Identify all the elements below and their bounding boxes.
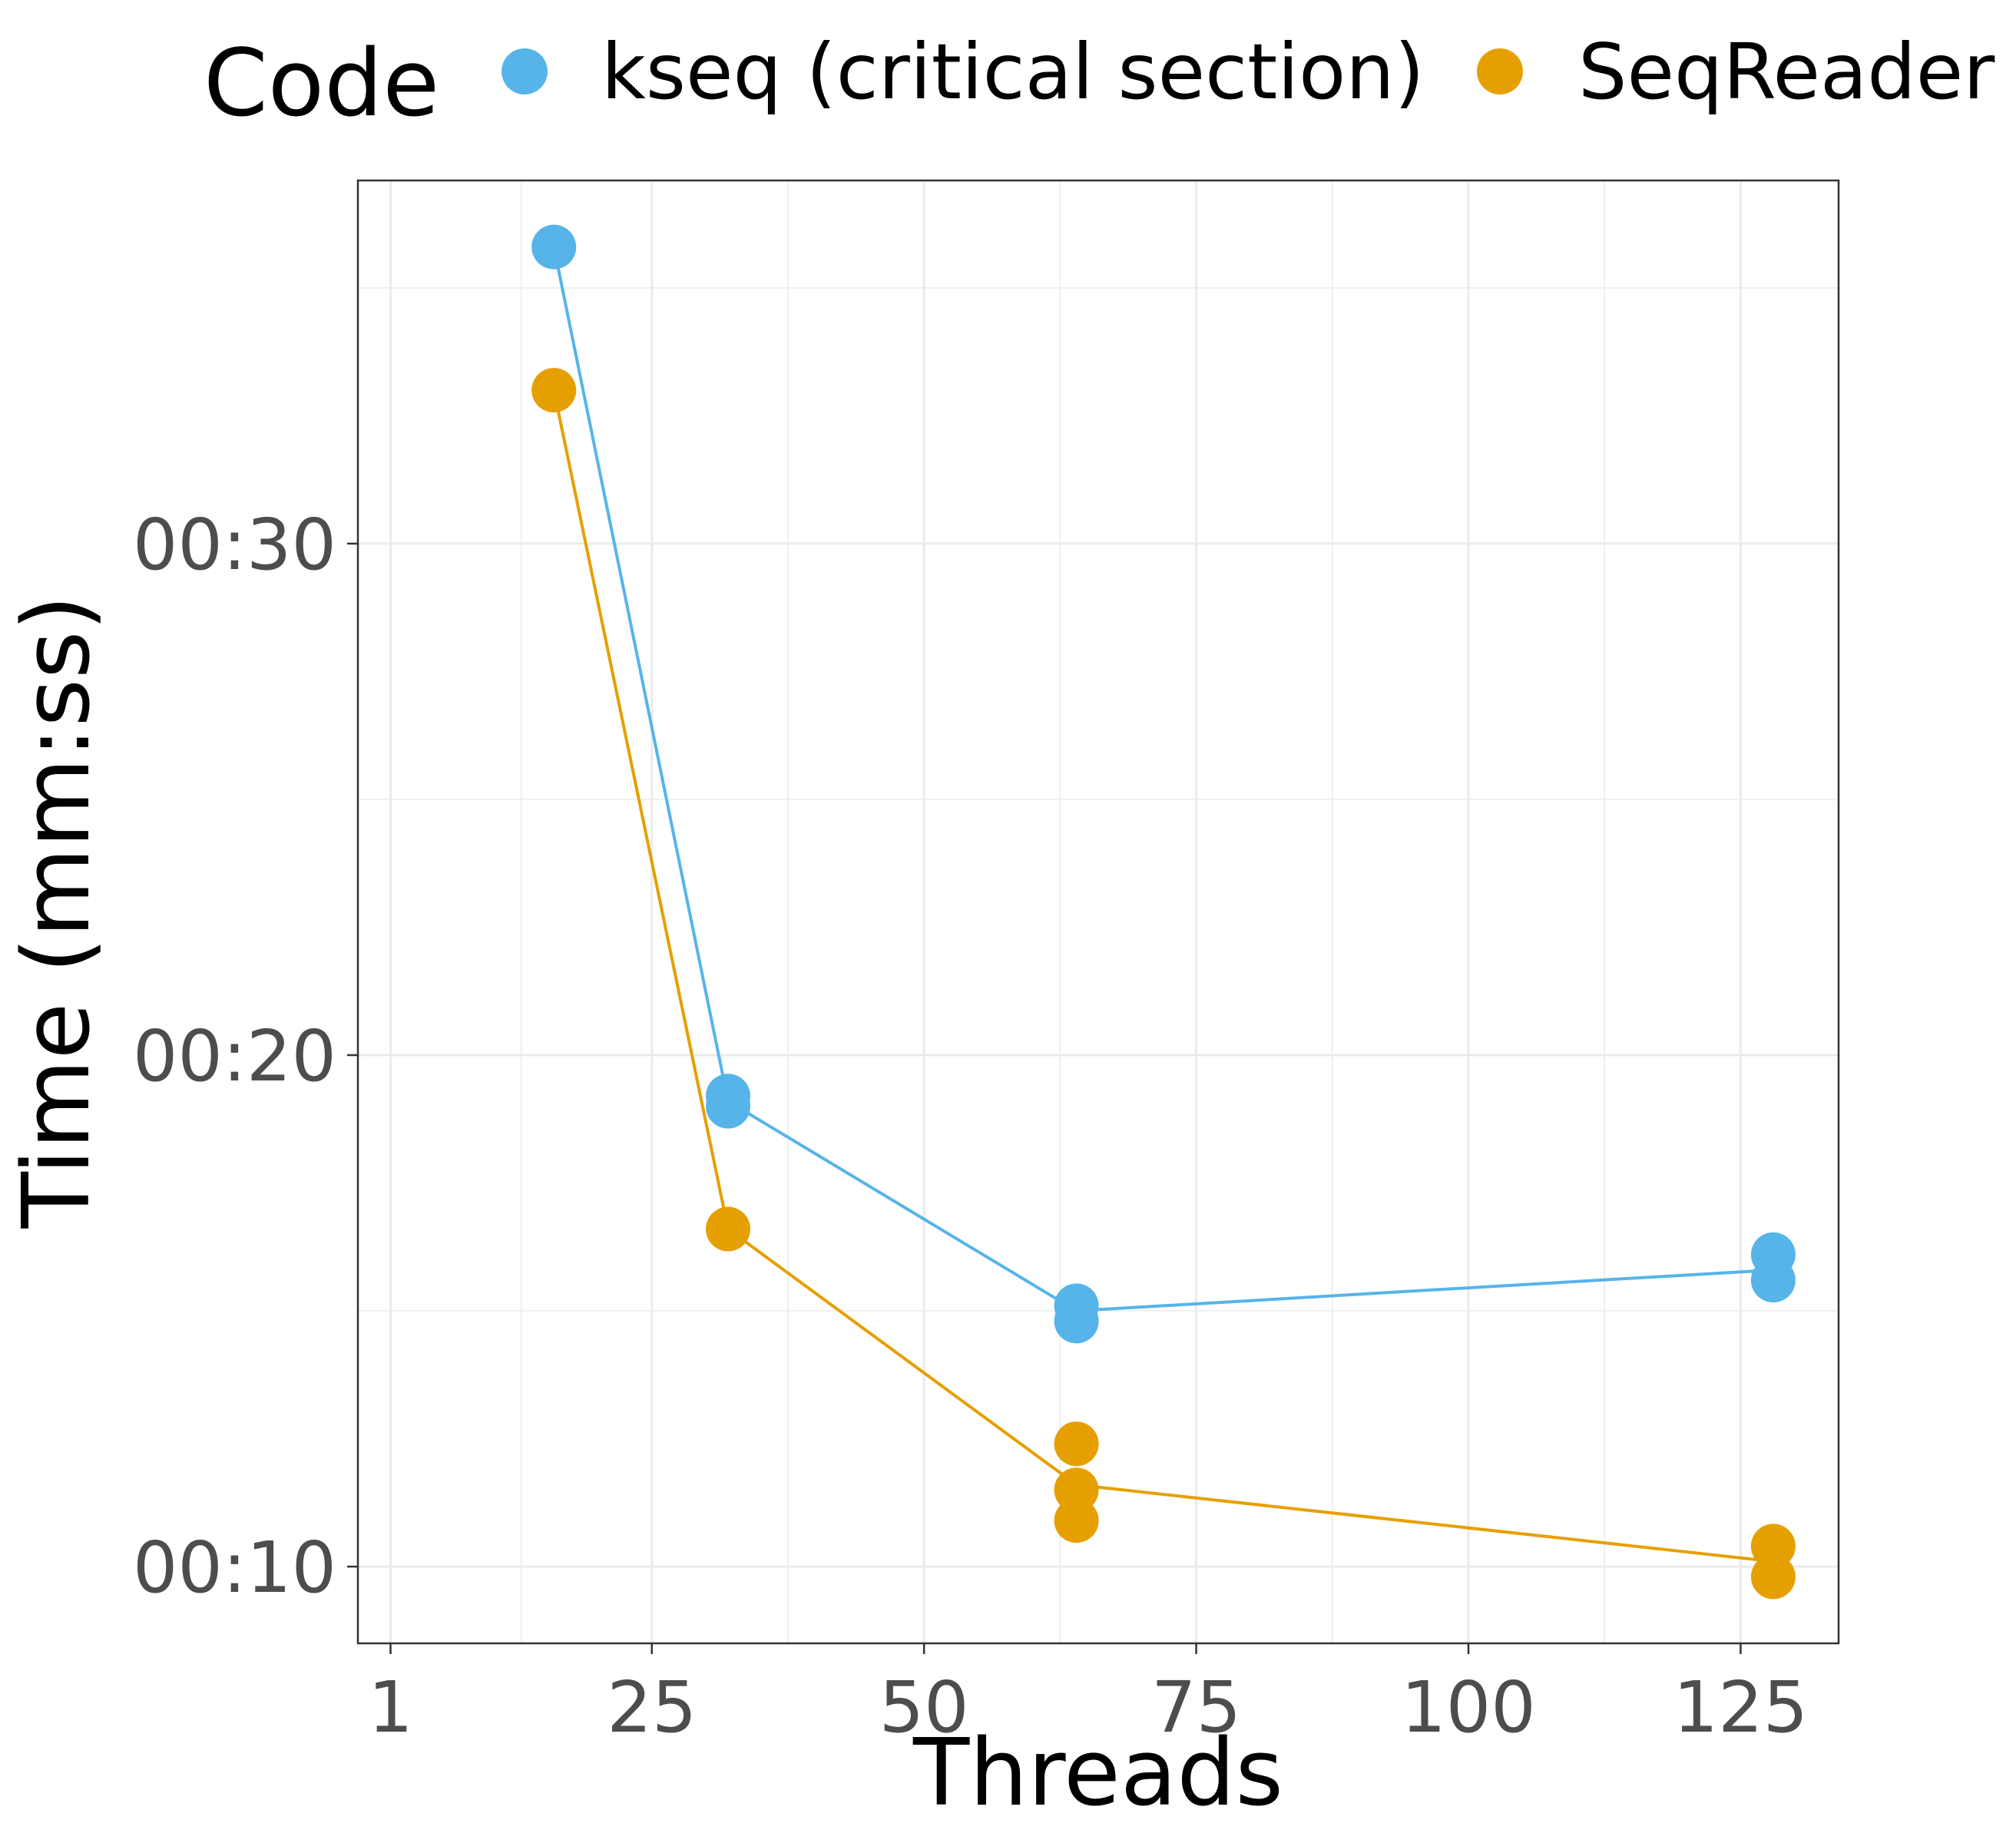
legend-label-seqreader: SeqReader <box>1578 27 1995 117</box>
data-point-series-1 <box>706 1206 750 1252</box>
data-point-series-0 <box>1054 1299 1099 1344</box>
y-axis-title: Time (mm:ss) <box>4 595 111 1229</box>
data-point-series-1 <box>1054 1421 1099 1467</box>
x-tick-label: 25 <box>607 1666 697 1749</box>
legend: Code kseq (critical section) SeqReader <box>204 27 1995 137</box>
x-tick-label: 100 <box>1401 1666 1536 1749</box>
legend-label-kseq: kseq (critical section) <box>601 27 1425 117</box>
grid-minor <box>358 180 1839 1643</box>
series-line-0 <box>552 245 1775 1312</box>
x-axis-title: Threads <box>912 1720 1283 1827</box>
series-line-1 <box>552 389 1775 1563</box>
x-tick-label: 1 <box>368 1666 413 1749</box>
data-point-series-1 <box>1750 1524 1796 1569</box>
grid-major <box>358 180 1839 1643</box>
legend-key-kseq <box>502 48 548 94</box>
legend-key-seqreader <box>1477 48 1523 94</box>
data-point-series-1 <box>1054 1498 1099 1544</box>
y-tick-label: 00:20 <box>133 1015 336 1097</box>
panel-border <box>356 179 1840 1645</box>
plot-panel <box>356 179 1840 1645</box>
data-point-series-0 <box>1750 1258 1796 1303</box>
x-tick-label: 125 <box>1673 1666 1809 1749</box>
data-point-series-1 <box>1054 1467 1099 1513</box>
data-point-series-0 <box>531 224 577 270</box>
y-axis: 00:10 00:20 00:30 <box>133 504 358 1609</box>
data-point-series-1 <box>1750 1554 1796 1600</box>
data-point-series-1 <box>531 368 577 413</box>
x-tick-label: 50 <box>879 1666 969 1749</box>
panel-background <box>358 180 1839 1643</box>
x-tick-label: 75 <box>1151 1666 1241 1749</box>
series-lines <box>552 245 1775 1563</box>
data-point-series-0 <box>706 1084 750 1129</box>
legend-title: Code <box>204 31 439 137</box>
series-points <box>531 224 1796 1600</box>
y-tick-label: 00:30 <box>133 504 336 586</box>
y-tick-label: 00:10 <box>133 1527 336 1609</box>
x-axis: 1 25 50 75 100 125 <box>368 1643 1808 1749</box>
